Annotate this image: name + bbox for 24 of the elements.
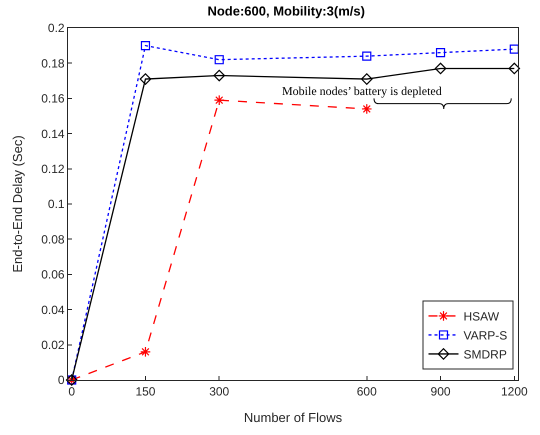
x-tick-label: 1200: [500, 384, 528, 398]
x-tick-label: 900: [430, 384, 451, 398]
x-axis-title: Number of Flows: [244, 410, 343, 425]
y-tick-label: 0: [58, 373, 65, 388]
y-tick-label: 0.2: [48, 21, 65, 36]
legend-label: VARP-S: [464, 328, 508, 343]
y-axis-title: End-to-End Delay (Sec): [10, 135, 26, 273]
x-tick-label: 0: [68, 384, 76, 398]
y-tick-label: 0.18: [41, 56, 65, 70]
legend-label: SMDRP: [464, 348, 507, 362]
y-tick-label: 0.1: [48, 197, 65, 212]
y-tick-label: 0.14: [41, 126, 65, 141]
chart-title: Node:600, Mobility:3(m/s): [207, 4, 365, 19]
annotation: Mobile nodes’ battery is depleted: [282, 84, 442, 98]
y-tick-label: 0.08: [41, 232, 65, 246]
y-tick-label: 0.02: [41, 338, 65, 352]
y-tick-label: 0.04: [41, 302, 65, 317]
y-tick-label: 0.06: [41, 268, 65, 282]
legend-label: HSAW: [464, 310, 500, 324]
y-tick-label: 0.12: [41, 162, 65, 176]
x-tick-label: 600: [356, 384, 378, 398]
x-tick-label: 150: [135, 384, 156, 398]
y-tick-label: 0.16: [41, 92, 65, 106]
x-tick-label: 300: [209, 384, 230, 398]
